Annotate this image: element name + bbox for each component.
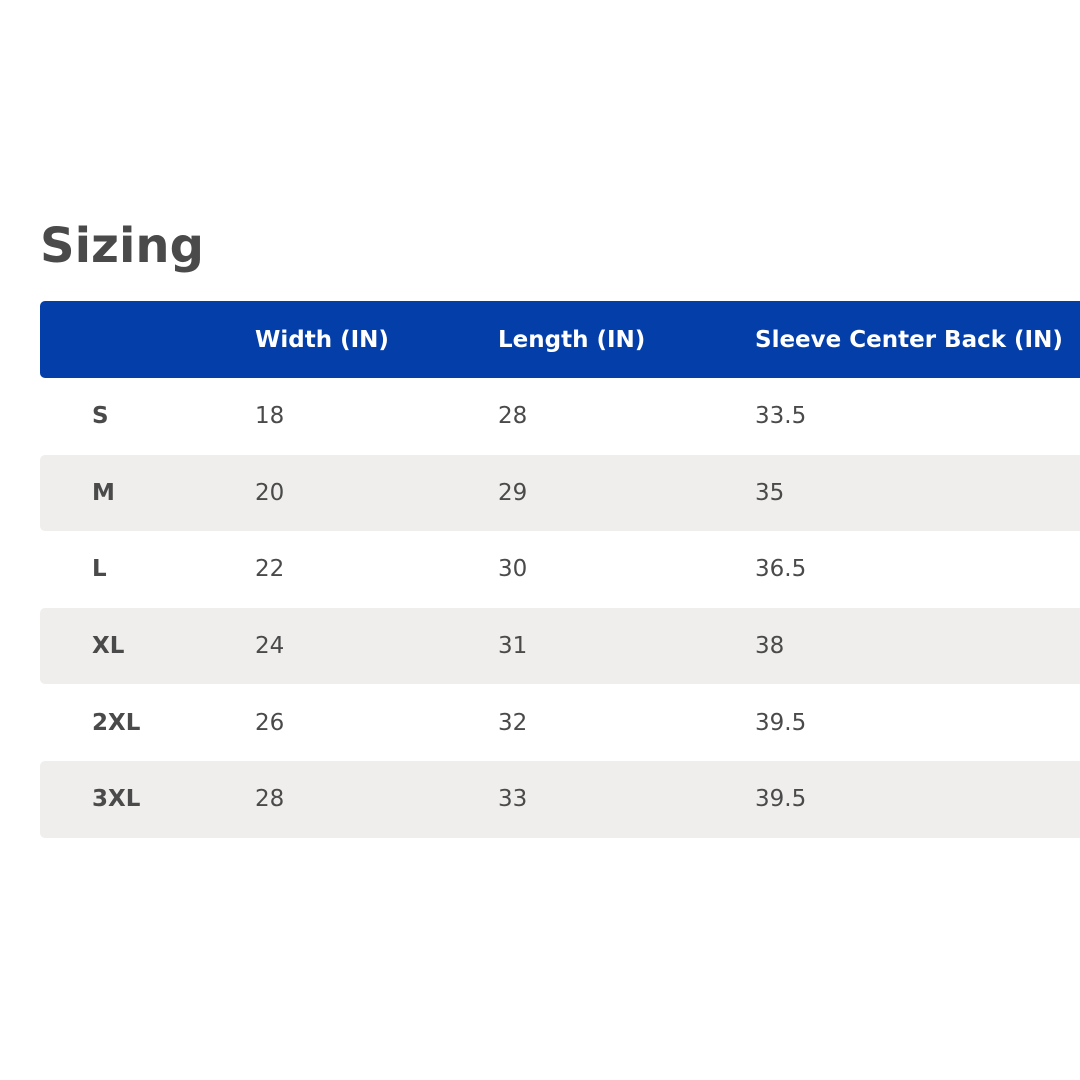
table-row: 3XL 28 33 39.5 <box>40 760 1080 838</box>
table-cell: 39.5 <box>755 786 807 813</box>
table-cell: 35 <box>755 479 785 506</box>
table-cell: 36.5 <box>755 556 807 583</box>
size-label: L <box>92 556 107 583</box>
size-label: S <box>92 403 109 430</box>
size-label: 3XL <box>92 786 141 813</box>
table-cell: 26 <box>255 709 285 736</box>
table-cell: 20 <box>255 479 285 506</box>
table-cell: 18 <box>255 403 285 430</box>
size-label: M <box>92 479 115 506</box>
header-cell: Sleeve Center Back (IN) <box>755 326 1063 353</box>
table-cell: 22 <box>255 556 285 583</box>
table-cell: 33.5 <box>755 403 807 430</box>
table-cell: 33 <box>498 786 528 813</box>
table-cell: 28 <box>255 786 285 813</box>
table-row: 2XL 26 32 39.5 <box>40 684 1080 761</box>
table-cell: 31 <box>498 633 528 660</box>
table-row: S 18 28 33.5 <box>40 378 1080 455</box>
table-row: XL 24 31 38 <box>40 607 1080 685</box>
table-cell: 24 <box>255 633 285 660</box>
table-cell: 39.5 <box>755 709 807 736</box>
header-cell: Width (IN) <box>255 326 389 353</box>
table-cell: 32 <box>498 709 528 736</box>
table-cell: 38 <box>755 633 785 660</box>
table-header: Width (IN) Length (IN) Sleeve Center Back … <box>40 301 1080 378</box>
title: Sizing <box>40 218 204 274</box>
size-table: Width (IN) Length (IN) Sleeve Center Back … <box>40 301 1080 838</box>
header-cell: Length (IN) <box>498 326 646 353</box>
table-cell: 29 <box>498 479 528 506</box>
table-cell: 30 <box>498 556 528 583</box>
size-label: 2XL <box>92 709 141 736</box>
table-row: L 22 30 36.5 <box>40 531 1080 608</box>
table-cell: 28 <box>498 403 528 430</box>
size-label: XL <box>92 633 125 660</box>
table-row: M 20 29 35 <box>40 454 1080 532</box>
